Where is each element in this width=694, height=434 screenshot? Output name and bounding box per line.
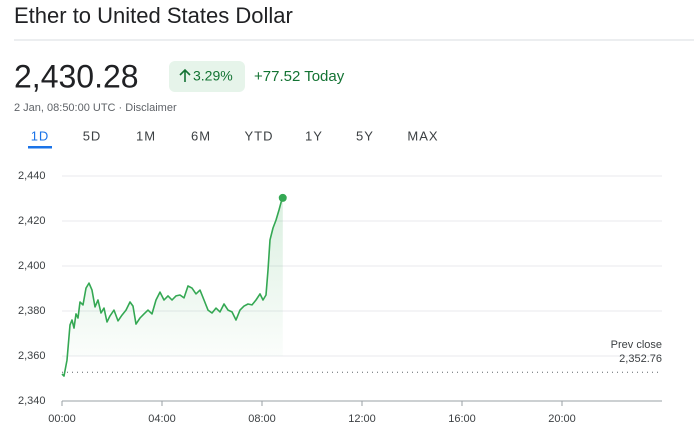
change-badge [169, 61, 245, 92]
prev-close-title: Prev close [611, 339, 662, 351]
prev-close-value: 2,352.76 [619, 353, 662, 365]
x-tick-label: 12:00 [348, 413, 376, 425]
last-point [278, 193, 287, 202]
tab[interactable]: YTD [245, 128, 274, 143]
price-line [61, 197, 284, 377]
tab[interactable]: 1Y [305, 128, 323, 143]
y-tick-label: 2,360 [18, 350, 46, 362]
title: Ether to United States Dollar [14, 3, 293, 28]
x-tick-label: 08:00 [248, 413, 276, 425]
chart: 2,340 2,360 2,380 2,400 2,420 2,440 00:00 04:00… [18, 170, 662, 425]
tab[interactable]: 1D [31, 128, 50, 143]
y-tick-label: 2,420 [18, 215, 46, 227]
change-today: +77.52 Today [254, 68, 345, 85]
x-tick-label: 16:00 [448, 413, 476, 425]
tab[interactable]: 5D [83, 128, 102, 143]
tab-underline [28, 146, 52, 149]
x-tick-label: 00:00 [48, 413, 76, 425]
y-tick-label: 2,400 [18, 260, 46, 272]
area [62, 197, 283, 376]
tab[interactable]: 1M [136, 128, 156, 143]
change-percent: 3.29% [193, 68, 233, 84]
y-tick-label: 2,380 [18, 305, 46, 317]
tab[interactable]: 5Y [356, 128, 374, 143]
tab[interactable]: MAX [407, 128, 438, 143]
tab[interactable]: 6M [191, 128, 211, 143]
price: 2,430.28 [14, 58, 139, 94]
y-tick-label: 2,340 [18, 395, 46, 407]
x-tick-label: 04:00 [148, 413, 176, 425]
up-arrow [179, 68, 191, 82]
x-tick-label: 20:00 [548, 413, 576, 425]
timestamp: 2 Jan, 08:50:00 UTC · Disclaimer [14, 102, 177, 114]
tab-bar: 1D 5D 1M 6M YTD 1Y 5Y MAX [28, 128, 438, 149]
y-tick-label: 2,440 [18, 170, 46, 182]
